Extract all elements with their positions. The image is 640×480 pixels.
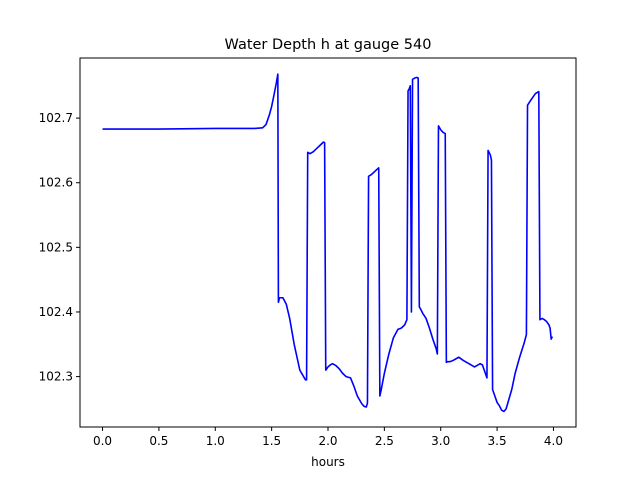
x-axis-label: hours: [311, 455, 345, 469]
x-tick-label: 2.5: [375, 434, 394, 448]
y-tick-label: 102.5: [39, 240, 73, 254]
y-tick-label: 102.3: [39, 370, 73, 384]
series-line-water-depth: [102, 73, 554, 413]
series-layer: [102, 73, 554, 413]
x-tick-label: 2.0: [318, 434, 337, 448]
x-tick-label: 4.0: [544, 434, 563, 448]
y-axis: 102.3 102.4 102.5 102.6 102.7: [39, 111, 80, 384]
y-tick-label: 102.6: [39, 176, 73, 190]
x-tick-label: 3.5: [488, 434, 507, 448]
y-tick-label: 102.4: [39, 305, 73, 319]
x-tick-label: 0.5: [149, 434, 168, 448]
x-tick-label: 1.0: [206, 434, 225, 448]
x-axis: 0.0 0.5 1.0 1.5 2.0 2.5 3.0 3.5 4.0: [93, 427, 563, 448]
x-tick-label: 0.0: [93, 434, 112, 448]
y-tick-label: 102.7: [39, 111, 73, 125]
plot-frame: [79, 57, 577, 428]
chart-title: Water Depth h at gauge 540: [225, 37, 432, 53]
x-tick-label: 1.5: [262, 434, 281, 448]
x-tick-label: 3.0: [431, 434, 450, 448]
